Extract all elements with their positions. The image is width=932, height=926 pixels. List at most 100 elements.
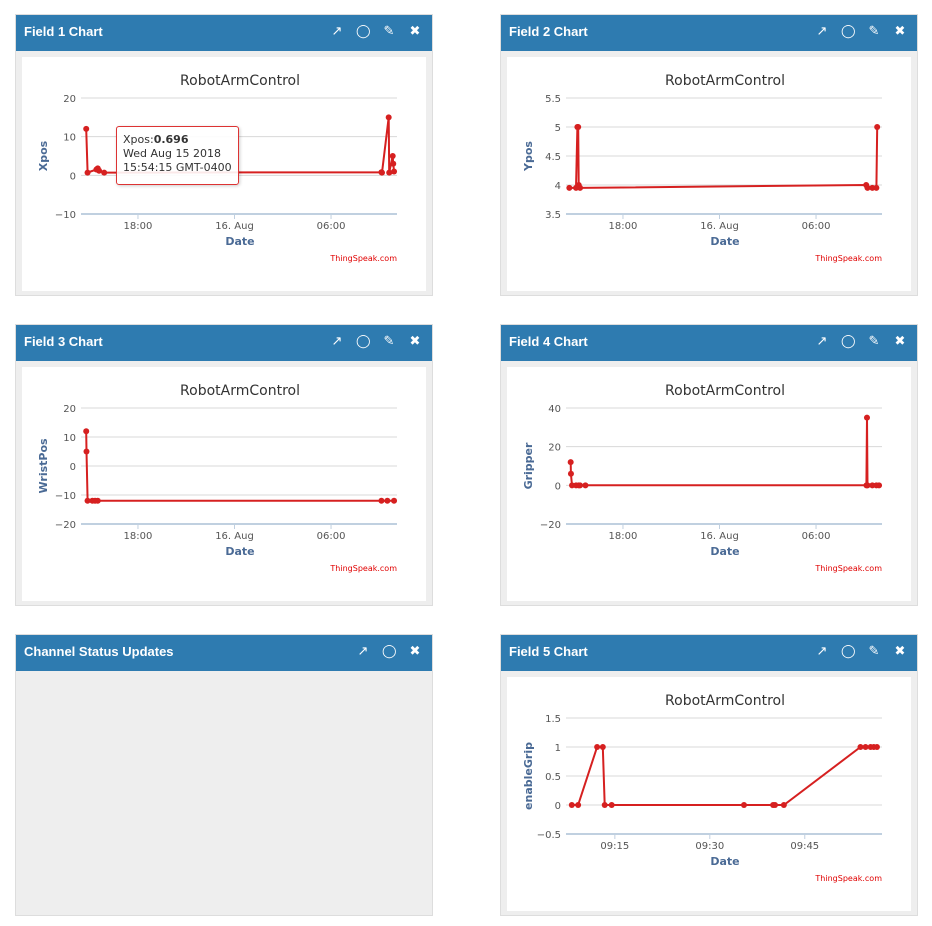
y-tick-label: 40 — [548, 404, 561, 415]
data-point — [582, 482, 589, 489]
external-link-icon[interactable]: ↗ — [816, 24, 828, 39]
data-point — [386, 169, 393, 176]
comment-icon[interactable]: ◯ — [356, 334, 371, 349]
close-icon[interactable]: ✖ — [894, 334, 906, 349]
external-link-icon[interactable]: ↗ — [331, 24, 343, 39]
panel-title: Field 1 Chart — [24, 24, 103, 39]
panel-header: Field 5 Chart ↗ ◯ ✎ ✖ — [501, 635, 917, 671]
close-icon[interactable]: ✖ — [409, 644, 421, 659]
tooltip-label: Xpos: — [123, 133, 154, 146]
close-icon[interactable]: ✖ — [409, 24, 421, 39]
panel-title: Channel Status Updates — [24, 644, 174, 659]
panel-title: Field 5 Chart — [509, 644, 588, 659]
close-icon[interactable]: ✖ — [894, 24, 906, 39]
x-tick-label: 06:00 — [802, 531, 831, 542]
tooltip-date: Wed Aug 15 2018 — [123, 147, 221, 160]
chart-svg: RobotArmControl 20 10 0 −10 18:00 16. Aug 06:00… — [37, 73, 397, 263]
data-point — [567, 459, 574, 466]
y-axis-label: Ypos — [522, 141, 535, 172]
data-point — [873, 184, 880, 191]
data-point — [389, 153, 396, 159]
chart-svg: RobotArmControl 20 10 0 −10 −20 18:00 16. Aug 06… — [37, 383, 397, 573]
pencil-icon[interactable]: ✎ — [383, 24, 395, 39]
data-point — [568, 802, 575, 808]
chart-svg: RobotArmControl 1.5 1 0.5 0 −0.5 09:15 09:30 09:… — [522, 693, 882, 883]
y-tick-label: 4 — [555, 181, 561, 192]
comment-icon[interactable]: ◯ — [841, 644, 856, 659]
data-point — [83, 125, 90, 132]
data-point — [84, 497, 91, 504]
chart-svg: RobotArmControl 40 20 0 −20 18:00 16. Aug 06:00… — [522, 383, 882, 573]
y-axis-label: WristPos — [37, 438, 50, 494]
x-tick-label: 06:00 — [317, 221, 346, 232]
data-point — [567, 470, 574, 477]
comment-icon[interactable]: ◯ — [841, 334, 856, 349]
panel-title: Field 3 Chart — [24, 334, 103, 349]
data-point — [857, 744, 864, 750]
y-axis-label: Gripper — [522, 442, 535, 489]
external-link-icon[interactable]: ↗ — [816, 644, 828, 659]
panel-title: Field 2 Chart — [509, 24, 588, 39]
external-link-icon[interactable]: ↗ — [816, 334, 828, 349]
data-point — [740, 802, 747, 808]
panel-header: Field 4 Chart ↗ ◯ ✎ ✖ — [501, 325, 917, 361]
y-tick-label: 4.5 — [545, 152, 561, 163]
pencil-icon[interactable]: ✎ — [868, 24, 880, 39]
data-point — [384, 497, 391, 504]
chart-tooltip: Xpos:0.696 Wed Aug 15 2018 15:54:15 GMT-04… — [116, 126, 239, 185]
data-point — [864, 184, 871, 191]
comment-icon[interactable]: ◯ — [382, 644, 397, 659]
data-point — [601, 802, 608, 808]
panel-actions: ↗ ◯ ✎ ✖ — [815, 24, 907, 40]
panel-actions: ↗ ◯ ✎ ✖ — [330, 334, 422, 350]
thingspeak-credit: ThingSpeak.com — [329, 254, 397, 263]
panel-actions: ↗ ◯ ✎ ✖ — [330, 24, 422, 40]
x-tick-label: 18:00 — [609, 221, 638, 232]
close-icon[interactable]: ✖ — [894, 644, 906, 659]
data-point — [84, 169, 91, 176]
chart-title: RobotArmControl — [180, 383, 300, 399]
y-tick-label: 10 — [63, 433, 76, 444]
comment-icon[interactable]: ◯ — [841, 24, 856, 39]
y-tick-label: 1 — [555, 743, 561, 754]
thingspeak-credit: ThingSpeak.com — [814, 254, 882, 263]
data-point — [780, 802, 787, 808]
external-link-icon[interactable]: ↗ — [331, 334, 343, 349]
x-axis-label: Date — [225, 235, 254, 248]
y-tick-label: −10 — [55, 491, 76, 502]
chart-title: RobotArmControl — [180, 73, 300, 89]
panel-actions: ↗ ◯ ✎ ✖ — [815, 644, 907, 660]
x-tick-label: 16. Aug — [215, 531, 254, 542]
pencil-icon[interactable]: ✎ — [383, 334, 395, 349]
data-point — [575, 802, 582, 808]
pencil-icon[interactable]: ✎ — [868, 644, 880, 659]
y-tick-label: −20 — [55, 520, 76, 531]
panel-actions: ↗ ◯ ✎ ✖ — [815, 334, 907, 350]
data-point — [608, 802, 615, 808]
tooltip-value: 0.696 — [153, 133, 189, 146]
y-tick-label: −10 — [55, 210, 76, 221]
panel-header: Field 1 Chart ↗ ◯ ✎ ✖ — [16, 15, 432, 51]
y-tick-label: 0 — [70, 171, 76, 182]
y-tick-label: −0.5 — [537, 830, 561, 841]
pencil-icon[interactable]: ✎ — [868, 334, 880, 349]
data-point — [101, 169, 108, 176]
field-chart-panel: Field 4 Chart ↗ ◯ ✎ ✖ RobotArmControl 40 20 0 −20… — [500, 324, 918, 606]
data-point — [566, 184, 573, 191]
y-tick-label: 5 — [555, 123, 561, 134]
panel-header: Field 2 Chart ↗ ◯ ✎ ✖ — [501, 15, 917, 51]
data-point — [385, 114, 392, 121]
x-axis-label: Date — [710, 855, 739, 868]
x-axis-label: Date — [225, 545, 254, 558]
close-icon[interactable]: ✖ — [409, 334, 421, 349]
y-tick-label: −20 — [540, 520, 561, 531]
comment-icon[interactable]: ◯ — [356, 24, 371, 39]
external-link-icon[interactable]: ↗ — [357, 644, 369, 659]
data-point — [594, 744, 601, 750]
y-tick-label: 10 — [63, 133, 76, 144]
y-tick-label: 0 — [70, 462, 76, 473]
y-tick-label: 20 — [548, 443, 561, 454]
chart-card — [22, 367, 426, 601]
field-chart-panel: Field 5 Chart ↗ ◯ ✎ ✖ RobotArmControl 1.5 1 0.5 0… — [500, 634, 918, 916]
data-point — [863, 414, 870, 421]
